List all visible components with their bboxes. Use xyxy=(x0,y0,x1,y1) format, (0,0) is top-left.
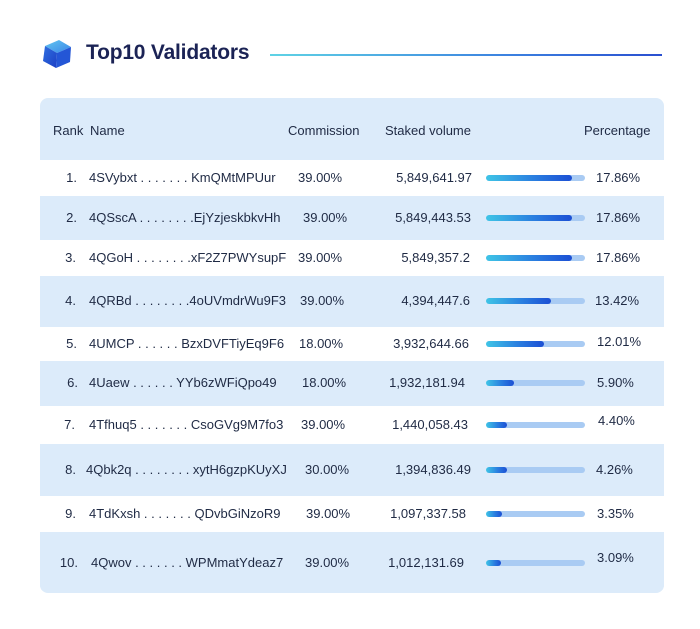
commission-value: 39.00% xyxy=(300,293,345,308)
rank-cell: 1. xyxy=(66,170,77,185)
percentage-bar xyxy=(486,467,507,473)
percentage-bar xyxy=(486,380,515,386)
validator-name: 4UMCP . . . . . . BzxDVFTiyEq9F6 xyxy=(89,336,285,351)
rank-cell: 7. xyxy=(64,417,75,432)
staked-volume: 1,394,836.49 xyxy=(395,462,471,477)
table-row: 1. 4SVybxt . . . . . . . KmQMtMPUur 39.00%… xyxy=(40,160,664,196)
staked-volume: 5,849,357.2 xyxy=(401,250,470,265)
table-row: 6. 4Uaew . . . . . . YYb6zWFiQpo49 18.00% 1… xyxy=(40,364,664,402)
percentage-value: 3.35% xyxy=(597,506,634,521)
column-header-percentage: Percentage xyxy=(584,123,651,138)
percentage-value: 17.86% xyxy=(596,210,641,225)
percentage-bar-track xyxy=(486,422,585,428)
staked-volume: 5,849,641.97 xyxy=(396,170,472,185)
column-header-name: Name xyxy=(90,123,125,138)
percentage-bar xyxy=(486,215,573,221)
percentage-value: 4.40% xyxy=(598,413,635,428)
staked-volume: 3,932,644.66 xyxy=(393,336,469,351)
staked-volume: 5,849,443.53 xyxy=(395,210,471,225)
validator-name: 4Qbk2q . . . . . . . . xytH6gzpKUyXJ xyxy=(86,462,287,477)
percentage-bar xyxy=(486,341,544,347)
commission-value: 18.00% xyxy=(302,375,347,390)
table-row: 3. 4QGoH . . . . . . . .xF2Z7PWYsupF 39.00… xyxy=(40,240,664,276)
page-title: Top10 Validators xyxy=(86,41,250,64)
percentage-bar xyxy=(486,422,508,428)
percentage-bar xyxy=(486,559,501,566)
table-row: 7. 4Tfhuq5 . . . . . . . CsoGVg9M7fo3 39.0… xyxy=(40,406,664,444)
rank-cell: 4. xyxy=(65,293,76,308)
commission-value: 39.00% xyxy=(301,417,346,432)
percentage-bar-track xyxy=(486,380,585,386)
column-header-rank: Rank xyxy=(53,123,84,138)
percentage-bar xyxy=(486,255,573,261)
commission-value: 39.00% xyxy=(306,506,351,521)
rank-cell: 6. xyxy=(67,375,78,390)
percentage-value: 13.42% xyxy=(595,293,640,308)
table-row: 9. 4TdKxsh . . . . . . . QDvbGiNzoR9 39.00… xyxy=(40,496,664,532)
validator-name: 4QSscA . . . . . . . .EjYzjeskbkvHh xyxy=(89,210,281,225)
percentage-bar-track xyxy=(486,298,585,304)
commission-value: 39.00% xyxy=(298,250,343,265)
rank-cell: 3. xyxy=(65,250,76,265)
validator-name: 4QRBd . . . . . . . .4oUVmdrWu9F3 xyxy=(89,293,286,308)
percentage-bar-track xyxy=(486,341,585,347)
table-row: 5. 4UMCP . . . . . . BzxDVFTiyEq9F6 18.00%… xyxy=(40,327,664,361)
percentage-bar xyxy=(486,298,551,304)
percentage-bar-track xyxy=(486,559,585,566)
title-divider xyxy=(270,54,662,56)
percentage-value: 12.01% xyxy=(597,334,642,349)
percentage-bar-track xyxy=(486,511,585,517)
commission-value: 18.00% xyxy=(299,336,344,351)
percentage-bar xyxy=(486,511,503,517)
staked-volume: 1,932,181.94 xyxy=(389,375,465,390)
rank-cell: 9. xyxy=(65,506,76,521)
table-row: 2. 4QSscA . . . . . . . .EjYzjeskbkvHh 39.… xyxy=(40,198,664,238)
percentage-bar-track xyxy=(486,255,585,261)
validator-name: 4Qwov . . . . . . . WPMmatYdeaz7 xyxy=(91,554,284,570)
header: Top10 Validators xyxy=(40,36,662,72)
percentage-bar xyxy=(486,175,573,181)
percentage-value: 17.86% xyxy=(596,250,641,265)
cube-logo-icon xyxy=(43,40,71,68)
commission-value: 30.00% xyxy=(305,462,350,477)
table-row: 8. 4Qbk2q . . . . . . . . xytH6gzpKUyXJ 30… xyxy=(40,448,664,492)
validator-name: 4Tfhuq5 . . . . . . . CsoGVg9M7fo3 xyxy=(89,417,284,432)
table-row: 10. 4Qwov . . . . . . . WPMmatYdeaz7 39.00… xyxy=(40,535,664,590)
percentage-bar-track xyxy=(486,467,585,473)
validators-table: Rank Name Commission Staked volume Perce… xyxy=(40,98,664,593)
validator-name: 4TdKxsh . . . . . . . QDvbGiNzoR9 xyxy=(89,506,281,521)
rank-cell: 10. xyxy=(59,554,78,570)
commission-value: 39.00% xyxy=(303,210,348,225)
column-header-commission: Commission xyxy=(288,123,360,138)
table-row: 4. 4QRBd . . . . . . . .4oUVmdrWu9F3 39.00… xyxy=(40,279,664,323)
percentage-bar-track xyxy=(486,175,585,181)
commission-value: 39.00% xyxy=(305,554,350,570)
validator-name: 4Uaew . . . . . . YYb6zWFiQpo49 xyxy=(89,375,277,390)
validator-name: 4SVybxt . . . . . . . KmQMtMPUur xyxy=(89,170,276,185)
percentage-value: 17.86% xyxy=(596,170,641,185)
staked-volume: 1,097,337.58 xyxy=(390,506,466,521)
commission-value: 39.00% xyxy=(298,170,343,185)
rank-cell: 5. xyxy=(66,336,77,351)
staked-volume: 1,012,131.69 xyxy=(388,554,464,570)
validator-name: 4QGoH . . . . . . . .xF2Z7PWYsupF xyxy=(89,250,287,265)
percentage-bar-track xyxy=(486,215,585,221)
percentage-value: 5.90% xyxy=(597,375,634,390)
column-header-staked: Staked volume xyxy=(385,123,471,138)
staked-volume: 4,394,447.6 xyxy=(401,293,470,308)
staked-volume: 1,440,058.43 xyxy=(392,417,468,432)
rank-cell: 8. xyxy=(65,462,76,477)
percentage-value: 3.09% xyxy=(597,549,634,565)
percentage-value: 4.26% xyxy=(596,462,633,477)
rank-cell: 2. xyxy=(66,210,77,225)
